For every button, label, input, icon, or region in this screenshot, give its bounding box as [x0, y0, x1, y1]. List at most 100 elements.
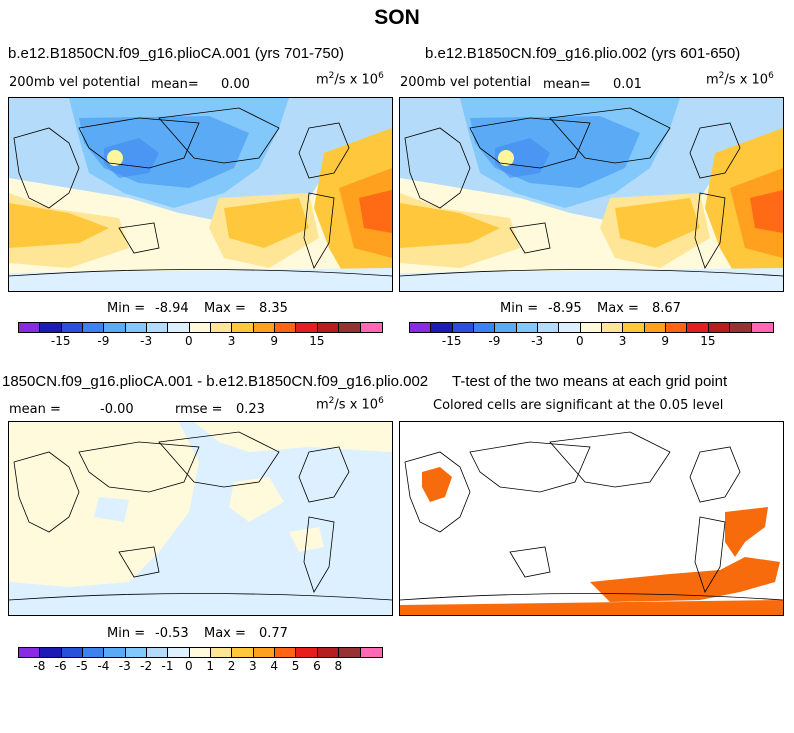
colorbar-swatch: [751, 323, 773, 332]
colorbar-swatch: [232, 648, 254, 657]
panel1-colorbar: [18, 322, 383, 333]
colorbar-swatch: [602, 323, 624, 332]
colorbar-tick-label: 15: [700, 334, 716, 348]
colorbar-tick-label: 3: [227, 334, 236, 348]
colorbar-swatch: [168, 323, 190, 332]
colorbar-swatch: [147, 648, 169, 657]
colorbar-swatch: [474, 323, 496, 332]
panel3-max-label: Max =: [204, 626, 246, 641]
panel3-colorbar: [18, 647, 383, 658]
panel3-map: [8, 421, 393, 616]
colorbar-swatch: [666, 323, 688, 332]
colorbar-tick-label: 0: [184, 334, 193, 348]
panel1-mean-label: mean=: [151, 77, 199, 92]
colorbar-tick-label: 0: [184, 659, 193, 673]
colorbar-swatch: [516, 323, 539, 332]
colorbar-swatch: [296, 323, 318, 332]
colorbar-tick-label: -6: [54, 659, 67, 673]
colorbar-tick-label: 3: [249, 659, 257, 673]
panel2-max-label: Max =: [597, 301, 639, 316]
panel2-mean-value: 0.01: [613, 77, 642, 92]
panel4-map: [399, 421, 784, 616]
colorbar-swatch: [360, 648, 382, 657]
panel4-title: T-test of the two means at each grid poi…: [452, 373, 728, 390]
colorbar-swatch: [360, 323, 382, 332]
colorbar-swatch: [19, 648, 41, 657]
colorbar-tick-label: 9: [270, 334, 279, 348]
colorbar-swatch: [559, 323, 581, 332]
panel2-min-label: Min =: [500, 301, 539, 316]
colorbar-swatch: [580, 323, 603, 332]
colorbar-swatch: [339, 323, 361, 332]
colorbar-swatch: [708, 323, 731, 332]
panel2-max-value: 8.67: [652, 301, 681, 316]
colorbar-swatch: [168, 648, 190, 657]
colorbar-swatch: [147, 323, 169, 332]
colorbar-swatch: [253, 648, 276, 657]
panel3-max-value: 0.77: [259, 626, 288, 641]
panel3-rmse-value: 0.23: [236, 402, 265, 417]
colorbar-swatch: [730, 323, 752, 332]
colorbar-swatch: [83, 323, 105, 332]
colorbar-swatch: [317, 648, 340, 657]
colorbar-tick-label: 6: [313, 659, 321, 673]
colorbar-tick-label: 3: [618, 334, 627, 348]
panel1-min-value: -8.94: [155, 301, 189, 316]
panel1-min-label: Min =: [107, 301, 146, 316]
colorbar-tick-label: -3: [118, 659, 131, 673]
colorbar-swatch: [125, 323, 148, 332]
colorbar-tick-label: 4: [270, 659, 279, 673]
panel1-max-label: Max =: [204, 301, 246, 316]
colorbar-swatch: [189, 323, 212, 332]
colorbar-swatch: [104, 648, 126, 657]
panel3-min-label: Min =: [107, 626, 146, 641]
panel2-min-value: -8.95: [548, 301, 582, 316]
panel3-colorbar-ticks: -8 -6 -5 -4 -3 -2 -1 0 1 2 3 4 5 6 8: [18, 659, 381, 673]
colorbar-swatch: [623, 323, 645, 332]
colorbar-tick-label: -15: [50, 334, 71, 348]
colorbar-swatch: [431, 323, 453, 332]
colorbar-swatch: [19, 323, 41, 332]
colorbar-swatch: [61, 323, 84, 332]
colorbar-swatch: [317, 323, 340, 332]
colorbar-swatch: [275, 648, 297, 657]
panel1-units: m2/s x 106: [316, 71, 384, 88]
colorbar-swatch: [339, 648, 361, 657]
colorbar-tick-label: 0: [575, 334, 584, 348]
panel2-mean-label: mean=: [543, 77, 591, 92]
panel2-colorbar: [409, 322, 774, 333]
panel3-rmse-label: rmse =: [175, 402, 223, 417]
panel1-map: [8, 97, 393, 292]
colorbar-tick-label: 1: [206, 659, 214, 673]
colorbar-swatch: [296, 648, 318, 657]
colorbar-swatch: [104, 323, 126, 332]
colorbar-swatch: [189, 648, 212, 657]
colorbar-tick-label: 2: [227, 659, 236, 673]
colorbar-tick-label: -15: [441, 334, 462, 348]
panel1-max-value: 8.35: [259, 301, 288, 316]
panel3-title: 1850CN.f09_g16.plioCA.001 - b.e12.B1850C…: [2, 373, 429, 390]
colorbar-swatch: [495, 323, 517, 332]
colorbar-tick-label: -9: [97, 334, 110, 348]
colorbar-swatch: [232, 323, 254, 332]
colorbar-tick-label: -1: [161, 659, 174, 673]
colorbar-swatch: [687, 323, 709, 332]
colorbar-swatch: [40, 323, 62, 332]
colorbar-swatch: [211, 323, 233, 332]
colorbar-tick-label: -2: [140, 659, 153, 673]
colorbar-swatch: [410, 323, 432, 332]
panel2-map: [399, 97, 784, 292]
panel1-mean-value: 0.00: [221, 77, 250, 92]
colorbar-swatch: [538, 323, 560, 332]
colorbar-swatch: [61, 648, 84, 657]
panel1-title: b.e12.B1850CN.f09_g16.plioCA.001 (yrs 70…: [8, 45, 345, 62]
panel1-variable-label: 200mb vel potential: [9, 75, 141, 90]
panel2-variable-label: 200mb vel potential: [400, 75, 532, 90]
colorbar-tick-label: 8: [334, 659, 343, 673]
colorbar-swatch: [253, 323, 276, 332]
colorbar-swatch: [644, 323, 667, 332]
panel1-colorbar-ticks: -15 -9 -3 0 3 9 15: [18, 334, 381, 348]
panel3-mean-label: mean =: [9, 402, 61, 417]
colorbar-swatch: [211, 648, 233, 657]
colorbar-tick-label: 15: [309, 334, 325, 348]
